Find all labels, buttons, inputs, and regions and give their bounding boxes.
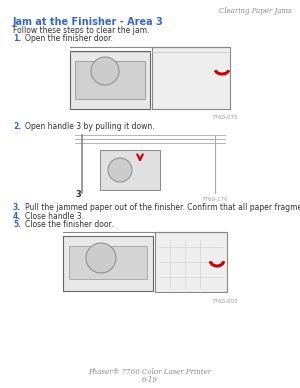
- Text: Phaser® 7760 Color Laser Printer: Phaser® 7760 Color Laser Printer: [88, 368, 212, 376]
- Text: 2.: 2.: [13, 122, 21, 131]
- Circle shape: [108, 158, 132, 182]
- Text: Close handle 3.: Close handle 3.: [25, 212, 84, 221]
- Text: 6-19: 6-19: [142, 376, 158, 384]
- Text: Close the finisher door.: Close the finisher door.: [25, 220, 113, 229]
- Text: 3: 3: [75, 190, 81, 199]
- Text: Pull the jammed paper out of the finisher. Confirm that all paper fragments are : Pull the jammed paper out of the finishe…: [25, 203, 300, 212]
- Text: 5.: 5.: [13, 220, 21, 229]
- Text: Open the finisher door.: Open the finisher door.: [25, 34, 113, 43]
- Text: Open handle 3 by pulling it down.: Open handle 3 by pulling it down.: [25, 122, 154, 131]
- Circle shape: [91, 57, 119, 85]
- Text: Follow these steps to clear the jam.: Follow these steps to clear the jam.: [13, 26, 149, 35]
- Text: 7760-003: 7760-003: [212, 299, 238, 304]
- Bar: [69, 246, 147, 279]
- Bar: [155, 232, 227, 292]
- Bar: [152, 47, 230, 109]
- Bar: [63, 236, 153, 291]
- Text: Clearing Paper Jams: Clearing Paper Jams: [219, 7, 292, 15]
- Bar: [55, 228, 240, 300]
- Text: 3.: 3.: [13, 203, 21, 212]
- Circle shape: [86, 243, 116, 273]
- Bar: [60, 43, 240, 116]
- Text: Jam at the Finisher - Area 3: Jam at the Finisher - Area 3: [13, 17, 164, 27]
- Bar: [100, 150, 160, 190]
- Text: 4.: 4.: [13, 212, 21, 221]
- Text: 1.: 1.: [13, 34, 21, 43]
- Text: 7760-170: 7760-170: [202, 197, 228, 202]
- Bar: [70, 130, 230, 198]
- Bar: [70, 51, 150, 109]
- Text: 7760-075: 7760-075: [212, 115, 238, 120]
- Bar: [75, 61, 145, 99]
